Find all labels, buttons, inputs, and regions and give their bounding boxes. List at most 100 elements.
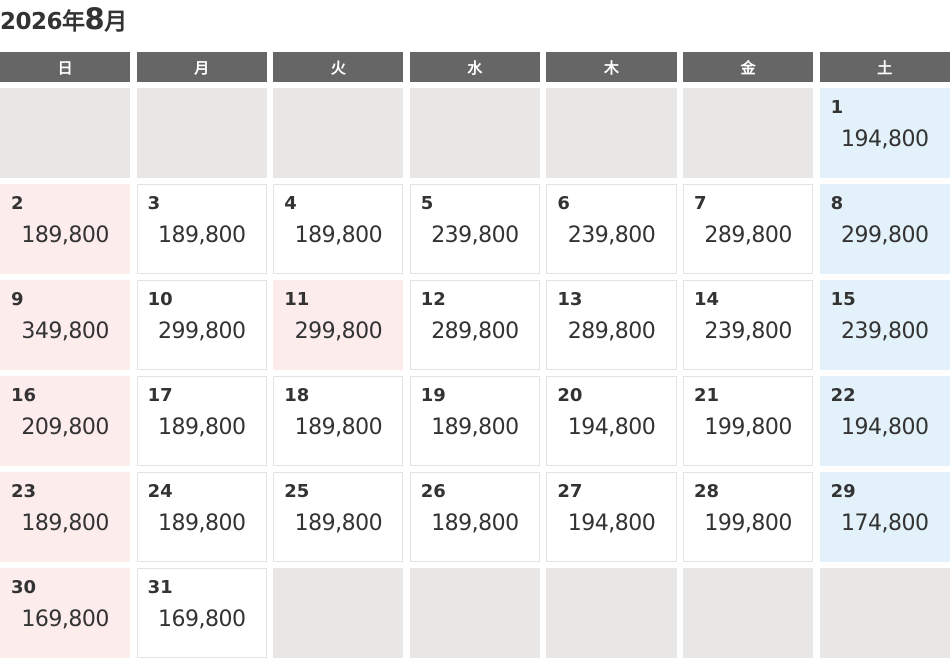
day-number: 19 xyxy=(420,385,446,406)
weekday-header: 金 xyxy=(682,52,814,82)
day-price: 189,800 xyxy=(158,511,246,536)
day-price: 299,800 xyxy=(158,319,246,344)
day-number: 15 xyxy=(830,289,856,310)
day-price: 239,800 xyxy=(840,319,929,344)
day-number: 31 xyxy=(147,577,173,598)
day-price: 189,800 xyxy=(294,415,383,440)
day-cell[interactable]: 22 194,800 xyxy=(819,376,950,466)
day-cell[interactable]: 21 199,800 xyxy=(682,376,814,466)
day-price: 299,800 xyxy=(840,223,929,248)
day-price: 239,800 xyxy=(704,319,792,344)
day-cell[interactable]: 23 189,800 xyxy=(0,472,131,562)
calendar-grid: 日月火水木金土 1 194,800 2 189,800 3 189,800 4 189,800 5… xyxy=(0,52,950,664)
day-number: 4 xyxy=(284,193,297,214)
day-cell[interactable]: 14 239,800 xyxy=(682,280,814,370)
weekday-header: 月 xyxy=(136,52,267,82)
day-number: 22 xyxy=(830,385,856,406)
weekday-header: 水 xyxy=(409,52,541,82)
empty-cell xyxy=(136,88,267,178)
day-number: 5 xyxy=(420,193,434,214)
day-cell[interactable]: 6 239,800 xyxy=(546,184,677,274)
day-cell[interactable]: 27 194,800 xyxy=(546,472,677,562)
title-year: 2026年 xyxy=(0,9,85,35)
day-cell[interactable]: 2 189,800 xyxy=(0,184,131,274)
day-cell[interactable]: 12 289,800 xyxy=(409,280,541,370)
day-cell[interactable]: 26 189,800 xyxy=(409,472,541,562)
day-price: 289,800 xyxy=(567,319,656,344)
day-number: 18 xyxy=(284,385,310,406)
day-cell[interactable]: 15 239,800 xyxy=(819,280,950,370)
day-cell[interactable]: 25 189,800 xyxy=(273,472,404,562)
day-number: 30 xyxy=(11,577,37,598)
day-price: 189,800 xyxy=(294,511,383,536)
day-cell[interactable]: 1 194,800 xyxy=(819,88,950,178)
day-number: 29 xyxy=(830,481,856,502)
empty-cell xyxy=(273,568,404,658)
day-number: 12 xyxy=(420,289,446,310)
day-number: 11 xyxy=(284,289,310,310)
day-cell[interactable]: 3 189,800 xyxy=(136,184,267,274)
day-number: 25 xyxy=(284,481,310,502)
day-cell[interactable]: 13 289,800 xyxy=(546,280,677,370)
day-price: 209,800 xyxy=(21,415,109,440)
title-month: 8 xyxy=(84,2,105,36)
day-cell[interactable]: 20 194,800 xyxy=(546,376,677,466)
day-number: 17 xyxy=(147,385,173,406)
day-cell[interactable]: 5 239,800 xyxy=(409,184,541,274)
day-number: 28 xyxy=(693,481,720,502)
day-number: 24 xyxy=(147,481,173,502)
day-price: 299,800 xyxy=(294,319,383,344)
day-price: 349,800 xyxy=(21,319,109,344)
day-number: 16 xyxy=(11,385,37,406)
page-title: 2026年8月 xyxy=(0,2,127,36)
day-number: 13 xyxy=(557,289,583,310)
day-cell[interactable]: 10 299,800 xyxy=(136,280,267,370)
day-cell[interactable]: 11 299,800 xyxy=(273,280,404,370)
day-cell[interactable]: 29 174,800 xyxy=(819,472,950,562)
day-cell[interactable]: 24 189,800 xyxy=(136,472,267,562)
day-number: 10 xyxy=(147,289,173,310)
title-month-suffix: 月 xyxy=(104,9,127,35)
day-price: 169,800 xyxy=(158,607,246,632)
empty-cell xyxy=(546,568,677,658)
day-cell[interactable]: 8 299,800 xyxy=(819,184,950,274)
day-price: 289,800 xyxy=(704,223,792,248)
day-price: 239,800 xyxy=(431,223,519,248)
day-number: 6 xyxy=(557,193,570,214)
day-price: 189,800 xyxy=(431,511,519,536)
day-number: 23 xyxy=(11,481,37,502)
day-cell[interactable]: 17 189,800 xyxy=(136,376,267,466)
day-cell[interactable]: 19 189,800 xyxy=(409,376,541,466)
day-price: 199,800 xyxy=(704,511,792,536)
weekday-header: 火 xyxy=(273,52,404,82)
empty-cell xyxy=(273,88,404,178)
day-price: 169,800 xyxy=(21,607,109,632)
weekday-header: 木 xyxy=(546,52,677,82)
empty-cell xyxy=(682,568,814,658)
day-cell[interactable]: 9 349,800 xyxy=(0,280,131,370)
day-cell[interactable]: 28 199,800 xyxy=(682,472,814,562)
empty-cell xyxy=(682,88,814,178)
day-price: 189,800 xyxy=(158,223,246,248)
empty-cell xyxy=(409,568,541,658)
empty-cell xyxy=(0,88,131,178)
day-cell[interactable]: 31 169,800 xyxy=(136,568,267,658)
day-price: 189,800 xyxy=(21,511,109,536)
day-number: 27 xyxy=(557,481,583,502)
day-price: 289,800 xyxy=(431,319,519,344)
day-price: 239,800 xyxy=(567,223,656,248)
day-cell[interactable]: 7 289,800 xyxy=(682,184,814,274)
day-price: 194,800 xyxy=(567,415,656,440)
day-number: 2 xyxy=(11,193,24,214)
day-price: 194,800 xyxy=(840,127,929,152)
day-price: 189,800 xyxy=(21,223,109,248)
day-cell[interactable]: 16 209,800 xyxy=(0,376,131,466)
day-number: 9 xyxy=(11,289,24,310)
day-cell[interactable]: 30 169,800 xyxy=(0,568,131,658)
empty-cell xyxy=(546,88,677,178)
day-cell[interactable]: 4 189,800 xyxy=(273,184,404,274)
day-number: 26 xyxy=(420,481,446,502)
day-cell[interactable]: 18 189,800 xyxy=(273,376,404,466)
day-number: 3 xyxy=(147,193,161,214)
day-price: 189,800 xyxy=(431,415,519,440)
